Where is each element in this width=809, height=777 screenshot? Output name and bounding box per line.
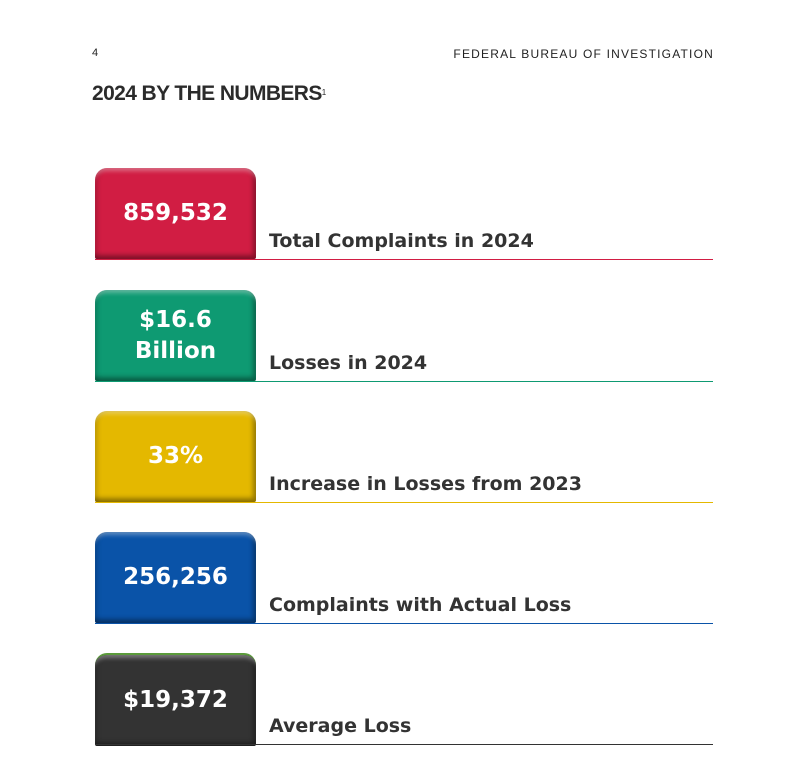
stat-label: Average Loss: [269, 715, 412, 737]
divider: [95, 380, 713, 382]
stat-row: $16.6 Billion Losses in 2024: [95, 290, 713, 382]
divider: [95, 258, 713, 260]
stat-row: 859,532 Total Complaints in 2024: [95, 168, 713, 260]
page-title: 2024 BY THE NUMBERS1: [92, 82, 326, 106]
title-text: 2024 BY THE NUMBERS: [92, 82, 322, 105]
stat-value-box: $16.6 Billion: [95, 290, 256, 381]
running-header: FEDERAL BUREAU OF INVESTIGATION: [453, 47, 714, 61]
stat-value-box: $19,372: [95, 653, 256, 746]
stat-value: 33%: [147, 443, 204, 469]
stat-value: 859,532: [123, 200, 228, 226]
stat-label: Total Complaints in 2024: [269, 230, 534, 252]
stat-row: 256,256 Complaints with Actual Loss: [95, 532, 713, 624]
stat-value: 256,256: [123, 564, 228, 590]
stat-label: Complaints with Actual Loss: [269, 594, 572, 616]
stat-value-box: 33%: [95, 411, 256, 502]
divider: [95, 501, 713, 503]
divider: [95, 743, 713, 745]
stat-value: $19,372: [123, 687, 228, 713]
stat-label: Losses in 2024: [269, 352, 428, 374]
stat-value: $16.6 Billion: [134, 306, 217, 364]
stat-value-box: 859,532: [95, 168, 256, 259]
page-number: 4: [92, 47, 99, 59]
footnote-marker: 1: [321, 88, 326, 97]
stat-row: 33% Increase in Losses from 2023: [95, 411, 713, 503]
stat-value-box: 256,256: [95, 532, 256, 623]
stat-label: Increase in Losses from 2023: [269, 473, 582, 495]
divider: [95, 622, 713, 624]
stat-row: $19,372 Average Loss: [95, 653, 713, 746]
